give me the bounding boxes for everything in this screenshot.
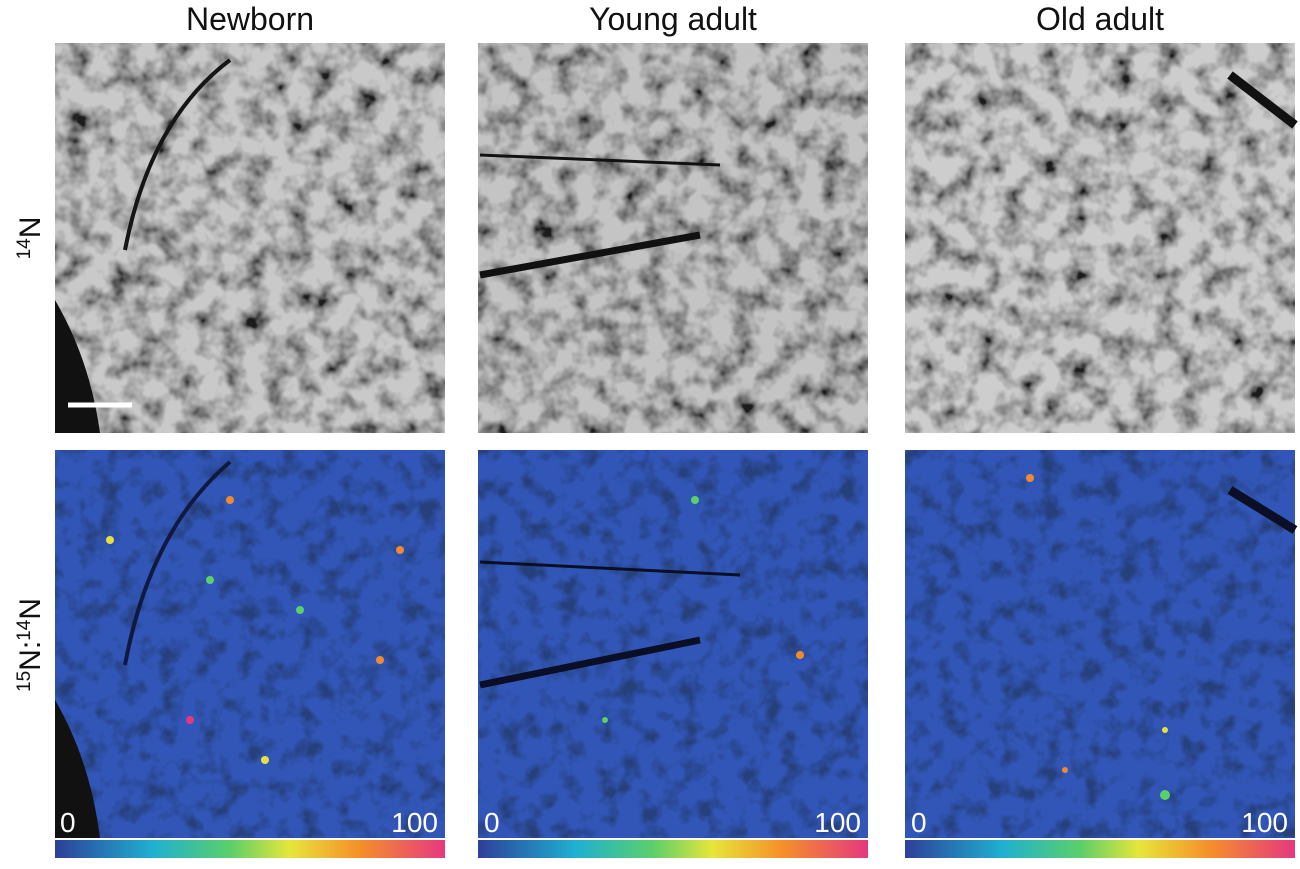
crack: [123, 58, 232, 251]
label-text: N: [14, 598, 47, 620]
nucleus: [1026, 474, 1034, 482]
nucleus: [261, 756, 269, 764]
micrograph-gray: [905, 43, 1295, 433]
colorbar-max: 100: [391, 807, 438, 838]
crack: [479, 231, 701, 279]
nucleus: [206, 576, 214, 584]
micrograph-gray: [55, 43, 445, 433]
row-labels: 14N 15N:14N: [14, 217, 47, 692]
superscript: 15: [14, 671, 35, 692]
colorbar: [55, 840, 445, 858]
nucleus: [296, 606, 304, 614]
colorbar-max: 100: [1241, 807, 1288, 838]
colorbar: [478, 840, 868, 858]
column-headers: Newborn Young adult Old adult: [186, 1, 1164, 37]
label-text: N: [14, 217, 47, 239]
crack: [1227, 71, 1298, 129]
column-title: Young adult: [589, 1, 757, 37]
colorbar-min: 0: [911, 807, 927, 838]
nucleus: [691, 496, 699, 504]
image-panels: [55, 43, 1298, 838]
nucleus: [106, 536, 114, 544]
nucleus: [1062, 767, 1068, 773]
tissue-edge: [55, 700, 100, 838]
row-label: 15N:14N: [14, 598, 47, 692]
crack: [123, 460, 232, 666]
label-text: N:: [14, 641, 47, 671]
colorbar-min: 0: [60, 807, 76, 838]
colorbars: 0 100 0 100 0 100: [55, 807, 1295, 858]
nucleus: [602, 717, 608, 723]
tissue-edge: [55, 300, 100, 433]
superscript: 14: [14, 238, 35, 260]
colorbar-max: 100: [814, 807, 861, 838]
column-title: Old adult: [1036, 1, 1164, 37]
superscript: 14: [14, 619, 35, 641]
nucleus: [796, 651, 804, 659]
nucleus: [396, 546, 404, 554]
crack: [479, 153, 721, 167]
colorbar: [905, 840, 1295, 858]
crack: [479, 636, 701, 689]
micrograph-ratio: [905, 450, 1295, 838]
nucleus: [376, 656, 384, 664]
nucleus: [1160, 790, 1170, 800]
nucleus: [1162, 727, 1168, 733]
nucleus: [226, 496, 234, 504]
crack: [479, 560, 741, 577]
colorbar-min: 0: [484, 807, 500, 838]
micrograph-ratio: [55, 450, 445, 838]
labelled-nuclei: [106, 474, 1170, 800]
column-title: Newborn: [186, 1, 314, 37]
nucleus: [186, 716, 194, 724]
crack: [1227, 486, 1298, 534]
row-label: 14N: [14, 217, 47, 260]
